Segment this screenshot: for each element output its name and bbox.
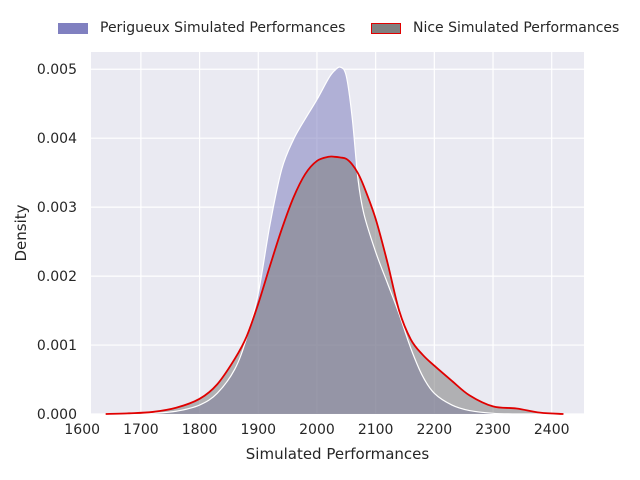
- legend-item-nice: Nice Simulated Performances: [371, 20, 619, 36]
- x-tick-label: 1800: [182, 422, 218, 438]
- x-tick-label: 1900: [240, 422, 276, 438]
- y-tick-label: 0.001: [37, 338, 77, 354]
- y-axis-label: Density: [12, 204, 30, 261]
- y-tick-label: 0.004: [37, 131, 77, 147]
- y-tick-label: 0.005: [37, 62, 77, 78]
- x-tick-label: 2000: [299, 422, 335, 438]
- y-tick-label: 0.002: [37, 269, 77, 285]
- legend-label-perigueux: Perigueux Simulated Performances: [100, 20, 346, 36]
- x-tick-label: 2300: [475, 422, 511, 438]
- x-tick-label: 2200: [417, 422, 453, 438]
- y-tick-label: 0.003: [37, 200, 77, 216]
- x-axis-label: Simulated Performances: [246, 445, 430, 463]
- legend-item-perigueux: Perigueux Simulated Performances: [58, 20, 345, 36]
- legend-label-nice: Nice Simulated Performances: [413, 20, 620, 36]
- x-tick-label: 1700: [123, 422, 159, 438]
- x-tick-label: 2100: [358, 422, 394, 438]
- density-line-1: [105, 155, 564, 415]
- x-tick-label: 1600: [64, 422, 100, 438]
- legend: Perigueux Simulated Performances Nice Si…: [0, 20, 640, 42]
- x-tick-label: 2400: [534, 422, 570, 438]
- x-tick-labels: 1600 1700 1800 1900 2000 2100 2200 2300 2400: [64, 422, 569, 438]
- legend-swatch-perigueux: [58, 22, 88, 34]
- series-areas: [105, 66, 564, 415]
- legend-swatch-nice: [371, 22, 401, 34]
- density-area-1: [105, 156, 564, 414]
- y-tick-label: 0.000: [37, 407, 77, 423]
- y-tick-labels: 0.000 0.001 0.002 0.003 0.004 0.005: [37, 62, 77, 423]
- density-line-0: [105, 66, 564, 415]
